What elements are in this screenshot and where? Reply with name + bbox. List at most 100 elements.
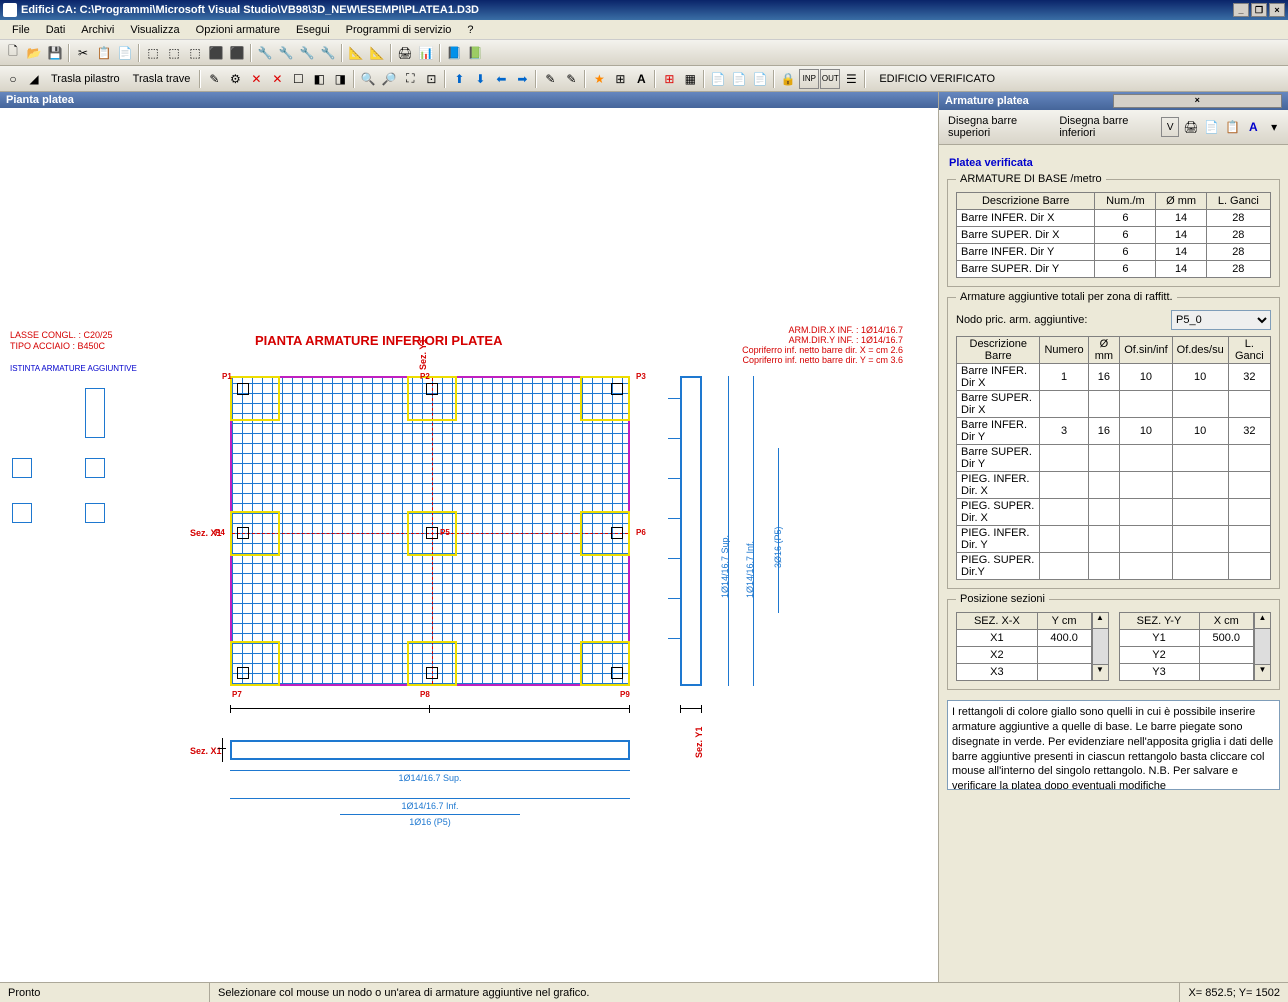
tool-icon[interactable]: ⬚ — [164, 43, 184, 63]
titlebar: Edifici CA: C:\Programmi\Microsoft Visua… — [0, 0, 1288, 20]
print-icon[interactable]: 🖨 — [1182, 117, 1200, 137]
tool-icon[interactable]: ⊞ — [610, 69, 630, 89]
menu-archivi[interactable]: Archivi — [74, 22, 121, 38]
menu-bar: File Dati Archivi Visualizza Opzioni arm… — [0, 20, 1288, 40]
tool-icon[interactable]: 🔧 — [255, 43, 275, 63]
tool-icon[interactable]: ✕ — [267, 69, 287, 89]
scroll-down-button[interactable]: ▼ — [1092, 664, 1109, 681]
tool-icon[interactable]: ✕ — [246, 69, 266, 89]
horizontal-section — [230, 740, 630, 760]
tool-icon[interactable]: 🔧 — [318, 43, 338, 63]
tool-icon[interactable]: 📘 — [444, 43, 464, 63]
arrow-up-icon[interactable]: ⬆ — [449, 69, 469, 89]
zoom-out-icon[interactable]: 🔍 — [358, 69, 378, 89]
menu-programmi[interactable]: Programmi di servizio — [339, 22, 459, 38]
info-textbox[interactable]: I rettangoli di colore giallo sono quell… — [947, 700, 1280, 790]
tool-icon[interactable]: 🔧 — [297, 43, 317, 63]
section-strip — [85, 458, 105, 478]
menu-file[interactable]: File — [5, 22, 37, 38]
lock-icon[interactable]: 🔒 — [778, 69, 798, 89]
arrow-left-icon[interactable]: ⬅ — [491, 69, 511, 89]
tool-icon[interactable]: ⬚ — [143, 43, 163, 63]
nodo-select[interactable]: P5_0 — [1171, 310, 1271, 330]
drawing-meta-label: ISTINTA ARMATURE AGGIUNTIVE — [10, 364, 137, 373]
tool-icon[interactable]: 📊 — [416, 43, 436, 63]
table-sez-y: SEZ. Y-YX cm Y1500.0 Y2 Y3 — [1119, 612, 1255, 681]
tool-icon[interactable]: ▦ — [680, 69, 700, 89]
tool-icon[interactable]: 📄 — [729, 69, 749, 89]
tool-icon[interactable]: 📄 — [750, 69, 770, 89]
tool-icon[interactable]: ⬛ — [227, 43, 247, 63]
inp-button[interactable]: INP — [799, 69, 819, 89]
menu-visualizza[interactable]: Visualizza — [123, 22, 186, 38]
tool-icon[interactable]: ✎ — [540, 69, 560, 89]
tool-icon[interactable]: ○ — [3, 69, 23, 89]
zoom-fit-icon[interactable]: ⛶ — [400, 69, 420, 89]
tool-icon[interactable]: ☰ — [841, 69, 861, 89]
menu-esegui[interactable]: Esegui — [289, 22, 337, 38]
print-icon[interactable]: 🖨 — [395, 43, 415, 63]
window-title: Edifici CA: C:\Programmi\Microsoft Visua… — [21, 4, 1233, 16]
tool-icon[interactable]: ◧ — [309, 69, 329, 89]
chevron-down-icon[interactable]: ▾ — [1265, 117, 1283, 137]
arrow-down-icon[interactable]: ⬇ — [470, 69, 490, 89]
table-row: PIEG. INFER. Dir. Y — [957, 526, 1271, 553]
table-row: Barre SUPER. Dir Y — [957, 445, 1271, 472]
scroll-down-button[interactable]: ▼ — [1254, 664, 1271, 681]
group-armature-base: ARMATURE DI BASE /metro Descrizione Barr… — [947, 179, 1280, 287]
arrow-right-icon[interactable]: ➡ — [512, 69, 532, 89]
tool-icon[interactable]: 📐 — [346, 43, 366, 63]
trasla-trave-button[interactable]: Trasla trave — [127, 73, 197, 85]
tool-icon[interactable]: ◨ — [330, 69, 350, 89]
trasla-pilastro-button[interactable]: Trasla pilastro — [45, 73, 126, 85]
tool-icon[interactable]: ⬛ — [206, 43, 226, 63]
tool-icon[interactable]: 📋 — [1224, 117, 1242, 137]
tool-icon[interactable]: ◢ — [24, 69, 44, 89]
tool-icon[interactable]: ✎ — [561, 69, 581, 89]
section-strip — [85, 503, 105, 523]
save-icon[interactable]: 💾 — [45, 43, 65, 63]
close-button[interactable]: × — [1269, 3, 1285, 17]
plate-grid[interactable] — [230, 376, 630, 686]
tool-icon[interactable]: ✎ — [204, 69, 224, 89]
tool-icon[interactable]: ⬚ — [185, 43, 205, 63]
out-button[interactable]: OUT — [820, 69, 840, 89]
scroll-up-button[interactable]: ▲ — [1092, 612, 1109, 629]
restore-button[interactable]: ❐ — [1251, 3, 1267, 17]
table-row: Barre SUPER. Dir X — [957, 391, 1271, 418]
tool-icon[interactable]: ⊞ — [659, 69, 679, 89]
disegna-inferiori-link[interactable]: Disegna barre inferiori — [1055, 113, 1158, 141]
tool-icon[interactable]: 📋 — [94, 43, 114, 63]
zoom-icon[interactable]: ⊡ — [421, 69, 441, 89]
tool-icon[interactable]: 📄 — [1203, 117, 1221, 137]
tool-icon[interactable]: 📗 — [465, 43, 485, 63]
tool-icon[interactable]: 🔧 — [276, 43, 296, 63]
scroll-up-button[interactable]: ▲ — [1254, 612, 1271, 629]
tool-icon[interactable]: ★ — [589, 69, 609, 89]
drawing-canvas[interactable]: PIANTA ARMATURE INFERIORI PLATEA LASSE C… — [0, 108, 938, 982]
tool-icon[interactable]: 📄 — [115, 43, 135, 63]
drawing-title: PIANTA ARMATURE INFERIORI PLATEA — [255, 333, 502, 348]
menu-dati[interactable]: Dati — [39, 22, 73, 38]
table-row: Barre INFER. Dir Y61428 — [957, 244, 1271, 261]
tool-icon[interactable]: ⚙ — [225, 69, 245, 89]
text-icon[interactable]: A — [631, 69, 651, 89]
minimize-button[interactable]: _ — [1233, 3, 1249, 17]
tool-icon[interactable]: V — [1161, 117, 1179, 137]
tool-icon[interactable]: ✂ — [73, 43, 93, 63]
tool-icon[interactable]: 📄 — [708, 69, 728, 89]
menu-opzioni[interactable]: Opzioni armature — [189, 22, 287, 38]
app-icon — [3, 3, 17, 17]
panel-close-button[interactable]: × — [1113, 94, 1283, 108]
new-icon[interactable]: 🗋 — [3, 43, 23, 63]
text-icon[interactable]: A — [1244, 117, 1262, 137]
group-armature-aggiuntive: Armature aggiuntive totali per zona di r… — [947, 297, 1280, 589]
tool-icon[interactable]: 📐 — [367, 43, 387, 63]
open-icon[interactable]: 📂 — [24, 43, 44, 63]
menu-help[interactable]: ? — [460, 22, 480, 38]
zoom-in-icon[interactable]: 🔎 — [379, 69, 399, 89]
tool-icon[interactable]: ☐ — [288, 69, 308, 89]
table-armature-base: Descrizione BarreNum./m Ø mmL. Ganci Bar… — [956, 192, 1271, 278]
table-row: Barre INFER. Dir Y316101032 — [957, 418, 1271, 445]
disegna-superiori-link[interactable]: Disegna barre superiori — [944, 113, 1052, 141]
